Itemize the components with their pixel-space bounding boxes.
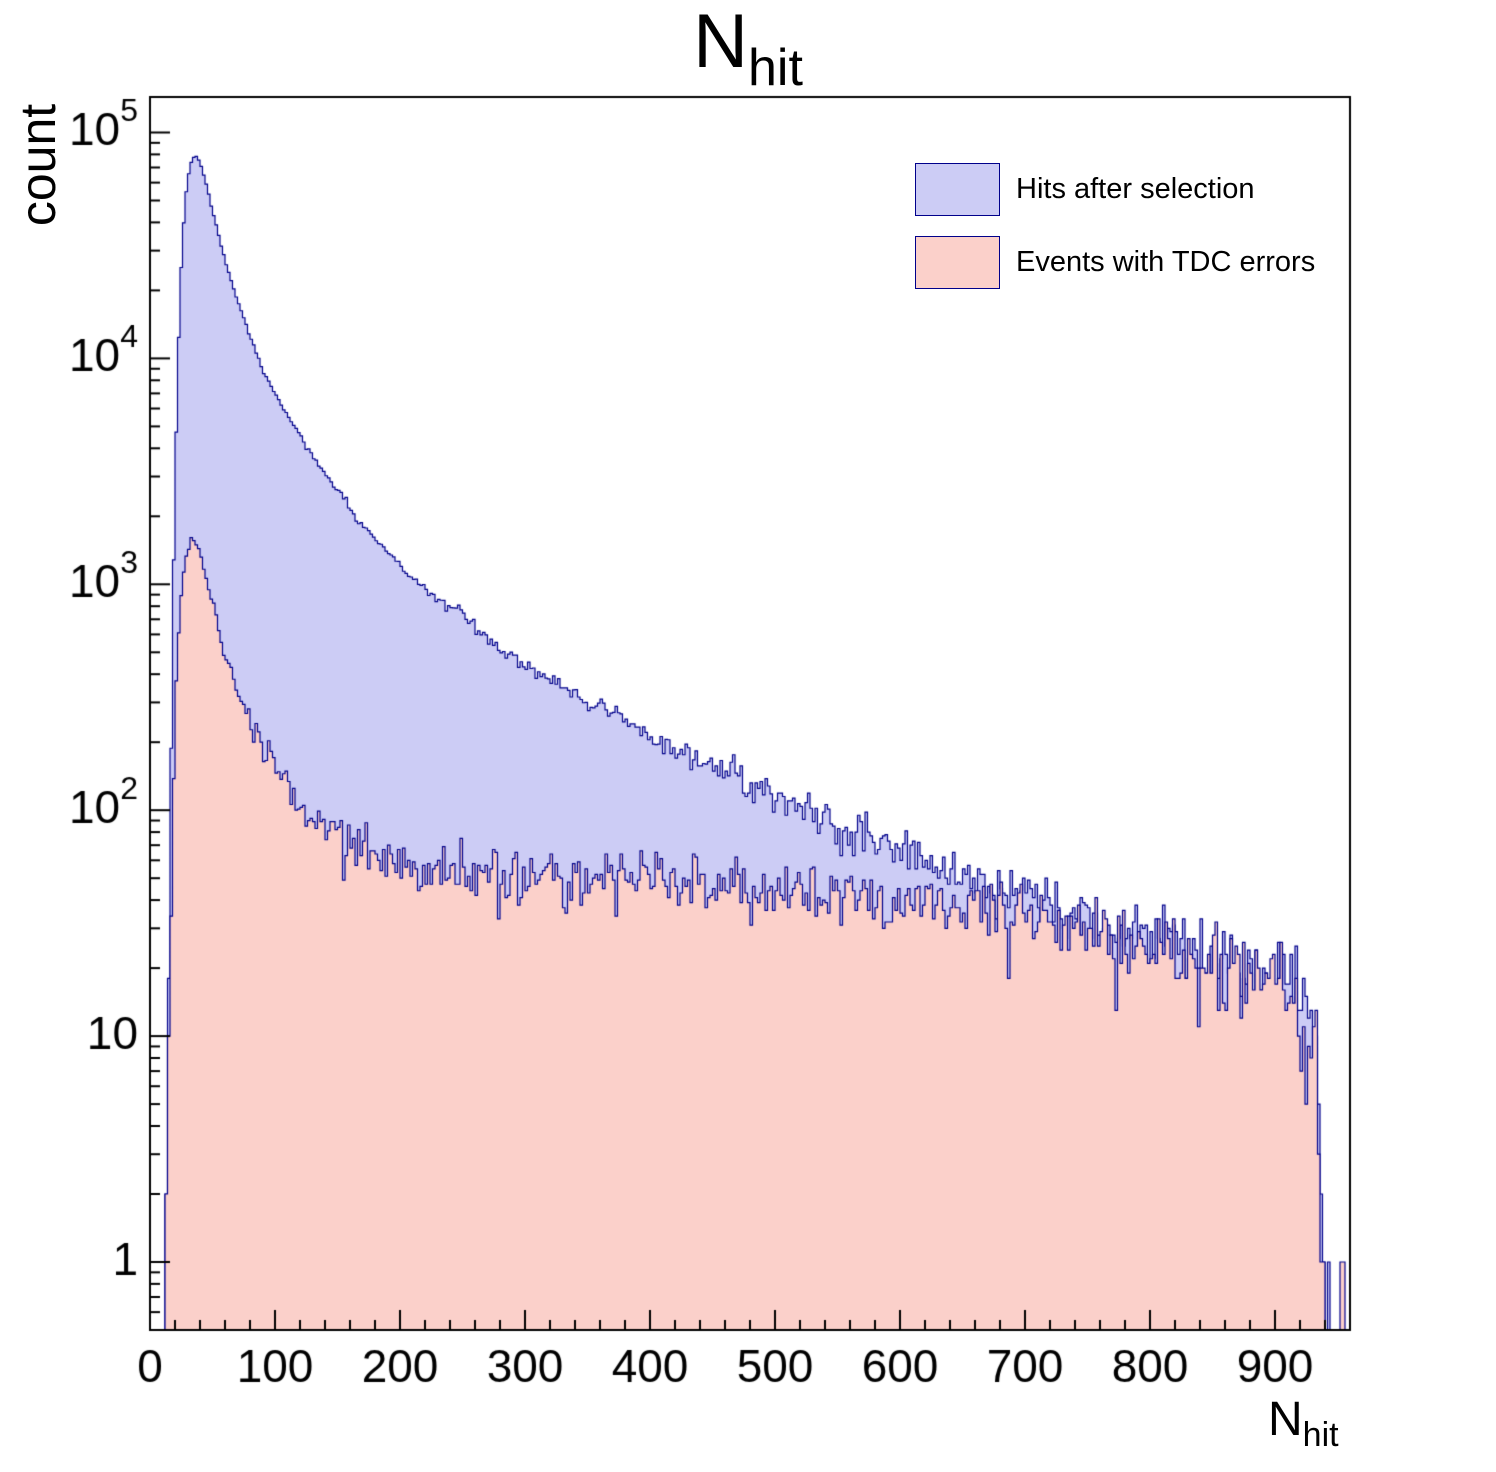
legend-item-hits-after-selection: Hits after selection <box>915 153 1315 226</box>
legend-swatch-1 <box>915 236 1000 289</box>
x-axis-title: Nhit <box>1268 1392 1339 1454</box>
chart-title-subscript: hit <box>747 39 803 97</box>
chart-title: Nhit <box>0 0 1496 97</box>
legend-item-events-with-tdc-errors: Events with TDC errors <box>915 226 1315 299</box>
legend-label: Hits after selection <box>1016 173 1255 205</box>
y-axis-title: count <box>10 103 66 227</box>
x-axis-title-subscript: hit <box>1302 1416 1339 1454</box>
x-axis-title-main: N <box>1268 1393 1303 1446</box>
legend-swatch-0 <box>915 163 1000 216</box>
chart-title-main: N <box>693 0 748 84</box>
legend: Hits after selection Events with TDC err… <box>915 153 1315 299</box>
legend-label: Events with TDC errors <box>1016 246 1316 278</box>
